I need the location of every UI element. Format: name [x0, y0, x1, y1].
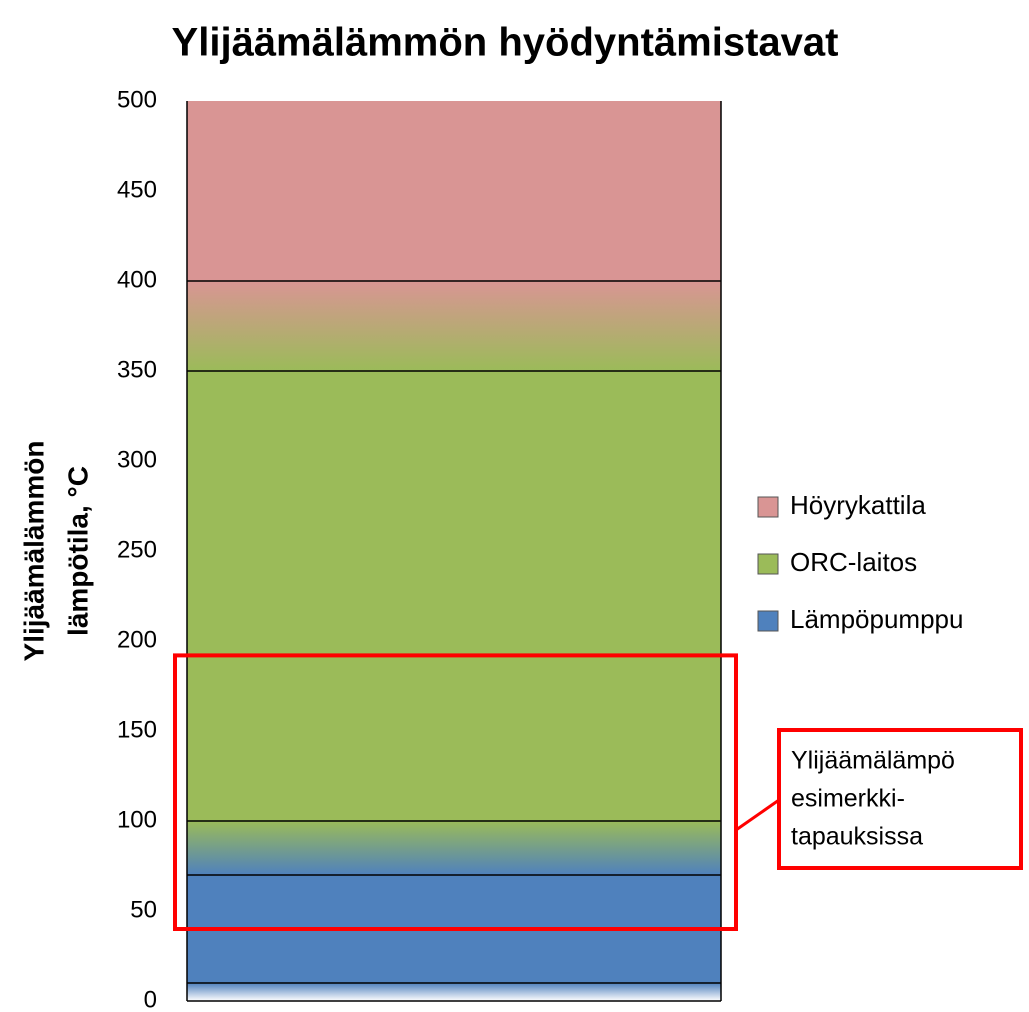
range-transition [187, 821, 721, 875]
y-tick-label: 150 [117, 716, 157, 743]
annotation-connector [735, 798, 780, 832]
y-axis-label: lämpötila, °C [62, 466, 93, 636]
y-tick-label: 100 [117, 806, 157, 833]
y-tick-label: 350 [117, 356, 157, 383]
y-tick-label: 450 [117, 176, 157, 203]
chart-title: Ylijäämälämmön hyödyntämistavat [172, 21, 839, 65]
y-tick-label: 0 [144, 986, 157, 1012]
legend-label: Lämpöpumppu [790, 604, 963, 634]
annotation-range [173, 653, 738, 932]
y-tick-label: 250 [117, 536, 157, 563]
y-axis-label: Ylijäämälämmön [18, 441, 49, 662]
range-band [187, 371, 721, 821]
annotation-text: Ylijäämälämpö [791, 747, 955, 775]
legend-swatch [757, 496, 779, 518]
legend-label: ORC-laitos [790, 547, 917, 577]
range-transition [187, 281, 721, 371]
range-band [187, 101, 721, 281]
legend-label: Höyrykattila [790, 490, 926, 520]
annotation-text: esimerkki- [791, 785, 905, 813]
legend-swatch [757, 610, 779, 632]
annotation-text: tapauksissa [791, 823, 923, 851]
y-tick-label: 50 [130, 896, 157, 923]
range-fade [187, 983, 721, 1001]
y-tick-label: 200 [117, 626, 157, 653]
y-tick-label: 400 [117, 266, 157, 293]
y-tick-label: 500 [117, 86, 157, 113]
legend-swatch [757, 553, 779, 575]
y-tick-label: 300 [117, 446, 157, 473]
annotation-box [777, 728, 1023, 870]
